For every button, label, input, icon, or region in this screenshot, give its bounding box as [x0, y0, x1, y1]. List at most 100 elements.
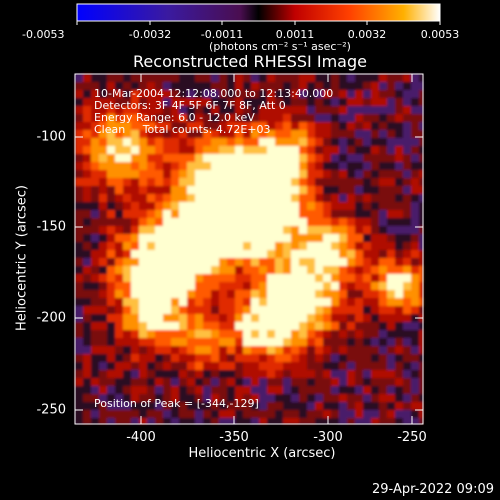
image-pixel	[267, 346, 275, 354]
image-pixel	[107, 210, 115, 218]
image-pixel	[275, 322, 283, 330]
image-pixel	[171, 266, 179, 274]
image-pixel	[299, 250, 307, 258]
image-pixel	[171, 410, 179, 418]
image-pixel	[139, 82, 147, 90]
image-pixel	[307, 114, 315, 122]
image-pixel	[387, 106, 395, 114]
image-pixel	[331, 330, 339, 338]
image-pixel	[355, 90, 363, 98]
image-pixel	[163, 346, 171, 354]
image-pixel	[283, 242, 291, 250]
image-pixel	[211, 250, 219, 258]
image-pixel	[123, 122, 131, 130]
image-pixel	[171, 258, 179, 266]
image-pixel	[139, 258, 147, 266]
image-pixel	[387, 210, 395, 218]
image-pixel	[331, 346, 339, 354]
image-pixel	[227, 90, 235, 98]
image-pixel	[395, 258, 403, 266]
image-pixel	[91, 314, 99, 322]
image-pixel	[115, 266, 123, 274]
image-pixel	[355, 258, 363, 266]
image-pixel	[371, 146, 379, 154]
image-pixel	[347, 402, 355, 410]
image-pixel	[259, 74, 267, 82]
image-pixel	[75, 98, 83, 106]
image-pixel	[339, 418, 347, 424]
image-pixel	[387, 410, 395, 418]
image-pixel	[363, 82, 371, 90]
image-pixel	[331, 378, 339, 386]
image-pixel	[131, 202, 139, 210]
image-pixel	[219, 234, 227, 242]
image-pixel	[315, 362, 323, 370]
image-pixel	[139, 418, 147, 424]
image-pixel	[347, 146, 355, 154]
image-pixel	[115, 338, 123, 346]
image-pixel	[307, 258, 315, 266]
image-pixel	[155, 130, 163, 138]
image-pixel	[395, 298, 403, 306]
image-pixel	[339, 138, 347, 146]
image-pixel	[411, 418, 419, 424]
image-pixel	[387, 98, 395, 106]
image-pixel	[83, 82, 91, 90]
image-pixel	[331, 410, 339, 418]
image-pixel	[307, 90, 315, 98]
image-pixel	[235, 258, 243, 266]
image-pixel	[227, 330, 235, 338]
image-pixel	[347, 202, 355, 210]
image-pixel	[371, 186, 379, 194]
image-pixel	[323, 154, 331, 162]
image-pixel	[315, 170, 323, 178]
image-pixel	[163, 258, 171, 266]
image-pixel	[331, 282, 339, 290]
image-pixel	[347, 370, 355, 378]
image-pixel	[147, 346, 155, 354]
image-pixel	[323, 210, 331, 218]
image-pixel	[411, 338, 419, 346]
image-pixel	[283, 114, 291, 122]
image-pixel	[235, 130, 243, 138]
image-pixel	[299, 90, 307, 98]
image-pixel	[395, 106, 403, 114]
image-pixel	[227, 162, 235, 170]
image-pixel	[91, 306, 99, 314]
image-pixel	[371, 138, 379, 146]
image-pixel	[235, 314, 243, 322]
image-pixel	[323, 362, 331, 370]
image-pixel	[355, 362, 363, 370]
image-pixel	[155, 218, 163, 226]
image-pixel	[403, 210, 411, 218]
image-pixel	[291, 202, 299, 210]
image-pixel	[419, 402, 423, 410]
image-pixel	[395, 378, 403, 386]
image-pixel	[147, 210, 155, 218]
image-pixel	[379, 330, 387, 338]
image-pixel	[387, 194, 395, 202]
image-pixel	[259, 338, 267, 346]
image-pixel	[347, 274, 355, 282]
image-pixel	[403, 402, 411, 410]
image-pixel	[99, 346, 107, 354]
image-pixel	[179, 250, 187, 258]
image-pixel	[107, 378, 115, 386]
image-pixel	[371, 410, 379, 418]
image-pixel	[291, 282, 299, 290]
image-pixel	[203, 90, 211, 98]
image-pixel	[171, 306, 179, 314]
image-pixel	[75, 346, 83, 354]
image-pixel	[403, 258, 411, 266]
image-pixel	[347, 250, 355, 258]
image-pixel	[179, 138, 187, 146]
image-pixel	[147, 146, 155, 154]
image-pixel	[251, 354, 259, 362]
image-pixel	[283, 330, 291, 338]
image-pixel	[267, 410, 275, 418]
image-pixel	[171, 146, 179, 154]
image-pixel	[395, 290, 403, 298]
image-pixel	[371, 314, 379, 322]
image-pixel	[155, 170, 163, 178]
